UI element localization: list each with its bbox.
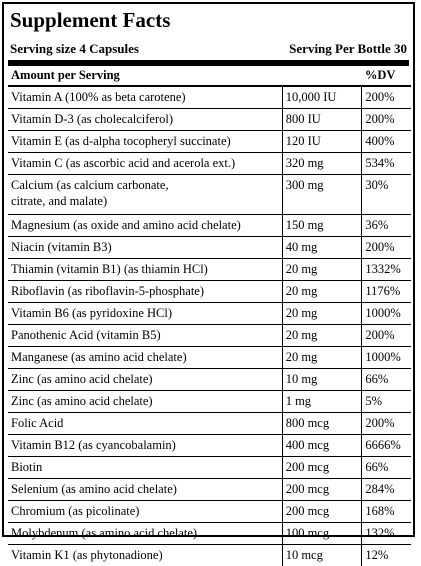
nutrient-name: Vitamin E (as d-alpha tocopheryl succina… [8,131,282,153]
nutrient-dv: 30% [362,175,411,215]
nutrient-amount: 800 mcg [282,413,362,435]
table-row: Thiamin (vitamin B1) (as thiamin HCl)20 … [8,259,411,281]
nutrient-dv: 1176% [362,281,411,303]
nutrient-amount: 200 mcg [282,501,362,523]
dv-header: %DV [362,66,411,86]
amount-header: Amount per Serving [8,66,282,86]
nutrient-amount: 200 mcg [282,457,362,479]
serving-info: Serving size 4 Capsules Serving Per Bott… [10,40,407,58]
nutrient-name: Manganese (as amino acid chelate) [8,347,282,369]
nutrient-amount: 400 mcg [282,435,362,457]
nutrient-dv: 12% [362,545,411,566]
amount-column-header [282,66,362,86]
nutrient-name: Niacin (vitamin B3) [8,237,282,259]
nutrient-amount: 200 mcg [282,479,362,501]
nutrient-dv: 6666% [362,435,411,457]
table-row: Vitamin E (as d-alpha tocopheryl succina… [8,131,411,153]
nutrient-dv: 200% [362,109,411,131]
nutrient-name: Riboflavin (as riboflavin-5-phosphate) [8,281,282,303]
nutrient-amount: 300 mg [282,175,362,215]
nutrient-name: Biotin [8,457,282,479]
nutrient-amount: 20 mg [282,281,362,303]
table-row: Vitamin A (100% as beta carotene)10,000 … [8,86,411,109]
nutrient-amount: 100 mcg [282,523,362,545]
serving-size: Serving size 4 Capsules [10,40,139,58]
nutrient-amount: 20 mg [282,347,362,369]
nutrient-amount: 10 mg [282,369,362,391]
nutrient-name: Vitamin D-3 (as cholecalciferol) [8,109,282,131]
nutrient-amount: 1 mg [282,391,362,413]
nutrient-name-line: citrate, and malate) [11,193,282,209]
table-row: Calcium (as calcium carbonate,citrate, a… [8,175,411,215]
nutrient-amount: 20 mg [282,325,362,347]
nutrient-dv: 1000% [362,303,411,325]
table-row: Vitamin C (as ascorbic acid and acerola … [8,153,411,175]
nutrient-dv: 66% [362,369,411,391]
nutrient-amount: 150 mg [282,215,362,237]
nutrient-name: Thiamin (vitamin B1) (as thiamin HCl) [8,259,282,281]
nutrient-dv: 1332% [362,259,411,281]
nutrient-amount: 40 mg [282,237,362,259]
nutrient-amount: 800 IU [282,109,362,131]
nutrient-table: Amount per Serving %DV Vitamin A (100% a… [8,66,411,566]
nutrient-dv: 400% [362,131,411,153]
servings-per-container: Serving Per Bottle 30 [289,40,407,58]
nutrient-name: Vitamin B12 (as cyancobalamin) [8,435,282,457]
nutrient-name: Folic Acid [8,413,282,435]
panel-title: Supplement Facts [10,8,170,32]
nutrient-dv: 200% [362,413,411,435]
nutrient-dv: 200% [362,237,411,259]
nutrient-dv: 66% [362,457,411,479]
nutrient-name: Magnesium (as oxide and amino acid chela… [8,215,282,237]
table-row: Magnesium (as oxide and amino acid chela… [8,215,411,237]
table-header-row: Amount per Serving %DV [8,66,411,86]
nutrient-dv: 200% [362,86,411,109]
nutrient-name: Vitamin B6 (as pyridoxine HCl) [8,303,282,325]
nutrient-amount: 10,000 IU [282,86,362,109]
table-row: Molybdenum (as amino acid chelate)100 mc… [8,523,411,545]
nutrient-dv: 534% [362,153,411,175]
nutrient-name: Vitamin K1 (as phytonadione) [8,545,282,566]
nutrient-name: Calcium (as calcium carbonate,citrate, a… [8,175,282,215]
nutrient-name: Molybdenum (as amino acid chelate) [8,523,282,545]
nutrient-amount: 320 mg [282,153,362,175]
nutrient-name: Chromium (as picolinate) [8,501,282,523]
nutrient-amount: 20 mg [282,259,362,281]
nutrient-dv: 36% [362,215,411,237]
nutrient-dv: 168% [362,501,411,523]
nutrient-name: Zinc (as amino acid chelate) [8,369,282,391]
nutrient-name: Panothenic Acid (vitamin B5) [8,325,282,347]
nutrient-name-line: Calcium (as calcium carbonate, [11,177,282,193]
nutrient-amount: 120 IU [282,131,362,153]
nutrient-name: Vitamin C (as ascorbic acid and acerola … [8,153,282,175]
nutrient-name: Zinc (as amino acid chelate) [8,391,282,413]
nutrient-dv: 132% [362,523,411,545]
table-row: Riboflavin (as riboflavin-5-phosphate)20… [8,281,411,303]
nutrient-dv: 1000% [362,347,411,369]
nutrient-dv: 284% [362,479,411,501]
nutrient-dv: 200% [362,325,411,347]
nutrient-amount: 20 mg [282,303,362,325]
supplement-facts-panel: Supplement Facts Serving size 4 Capsules… [2,2,415,537]
nutrient-amount: 10 mcg [282,545,362,566]
nutrient-name: Vitamin A (100% as beta carotene) [8,86,282,109]
nutrient-name: Selenium (as amino acid chelate) [8,479,282,501]
nutrient-dv: 5% [362,391,411,413]
